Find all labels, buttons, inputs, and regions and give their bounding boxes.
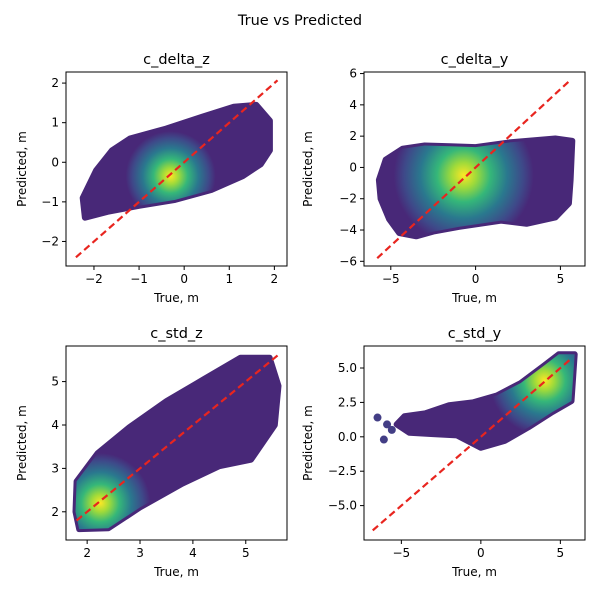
axes-frame [363,345,586,541]
y-tick-label: 0 [349,160,357,174]
y-axis-label: Predicted, m [301,131,315,207]
y-axis-label: Predicted, m [15,405,29,481]
scatter-point [373,413,382,422]
x-axis-label: True, m [451,565,497,579]
y-axis-label: Predicted, m [301,405,315,481]
x-tick-label: 4 [189,546,197,560]
axes-frame [65,345,288,541]
x-tick-label: −2 [85,272,103,286]
identity-line [75,79,279,259]
subplot-c-delta-z: −2 −1 0 1 2 −2 −1 0 1 2 c_delta_z True, m Predicted,… [15,52,288,305]
scatter-point [383,420,392,429]
scatter-points [72,352,282,533]
subplot-title: c_delta_y [441,52,509,68]
x-tick-label: 0 [472,272,480,286]
y-tick-label: −5.0 [328,499,357,513]
y-tick-label: 3 [51,461,59,475]
axes-frame [363,71,586,267]
subplot-c-std-y: −5 0 5 −5.0 −2.5 0.0 2.5 5.0 c_std_y True, m Predi… [301,326,586,579]
y-tick-label: 2.5 [338,395,357,409]
y-tick-label: 5 [51,375,59,389]
x-tick-label: 0 [477,546,485,560]
y-tick-label: 5.0 [338,361,357,375]
scatter-density [396,354,575,448]
x-tick-label: −1 [130,272,148,286]
y-tick-label: −4 [339,223,357,237]
y-tick-label: 2 [51,76,59,90]
scatter-points [375,79,576,259]
x-tick-label: 1 [225,272,233,286]
axes-frame [65,71,288,267]
x-tick-label: 5 [557,272,565,286]
y-tick-label: 0 [51,155,59,169]
subplot-c-std-z: 2 3 4 5 2 3 4 5 c_std_z True, m Predicted, m [15,326,288,579]
x-tick-label: 0 [180,272,188,286]
y-tick-label: −2.5 [328,464,357,478]
x-axis-label: True, m [451,291,497,305]
y-tick-label: 0.0 [338,430,357,444]
scatter-density [82,104,270,218]
y-tick-label: 1 [51,116,59,130]
y-tick-label: 4 [349,98,357,112]
y-tick-label: −2 [339,192,357,206]
subplot-grid: −2 −1 0 1 2 −2 −1 0 1 2 c_delta_z True, m Predicted,… [15,52,586,579]
subplot-title: c_std_z [150,326,203,342]
x-tick-label: 5 [557,546,565,560]
x-tick-label: 2 [271,272,279,286]
y-tick-label: −1 [41,195,59,209]
scatter-points [75,79,279,259]
subplot-title: c_delta_z [143,52,210,68]
x-tick-label: 5 [242,546,250,560]
x-axis-label: True, m [153,565,199,579]
y-tick-label: 4 [51,418,59,432]
y-tick-label: 2 [51,505,59,519]
scatter-point [379,435,388,444]
x-tick-label: −5 [382,272,400,286]
y-tick-label: 2 [349,129,357,143]
x-tick-label: 3 [136,546,144,560]
x-axis-label: True, m [153,291,199,305]
scatter-point [387,425,396,434]
y-tick-label: −6 [339,254,357,268]
subplot-title: c_std_y [448,326,502,342]
x-tick-label: 2 [83,546,91,560]
subplot-c-delta-y: −5 0 5 −6 −4 −2 0 2 4 6 c_delta_y True, m Predicted,… [301,52,586,305]
y-axis-label: Predicted, m [15,131,29,207]
scatter-points [372,351,578,532]
x-tick-label: −5 [393,546,411,560]
scatter-density [75,357,279,530]
figure-suptitle: True vs Predicted [237,13,362,29]
y-tick-label: −2 [41,234,59,248]
y-tick-label: 6 [349,67,357,81]
